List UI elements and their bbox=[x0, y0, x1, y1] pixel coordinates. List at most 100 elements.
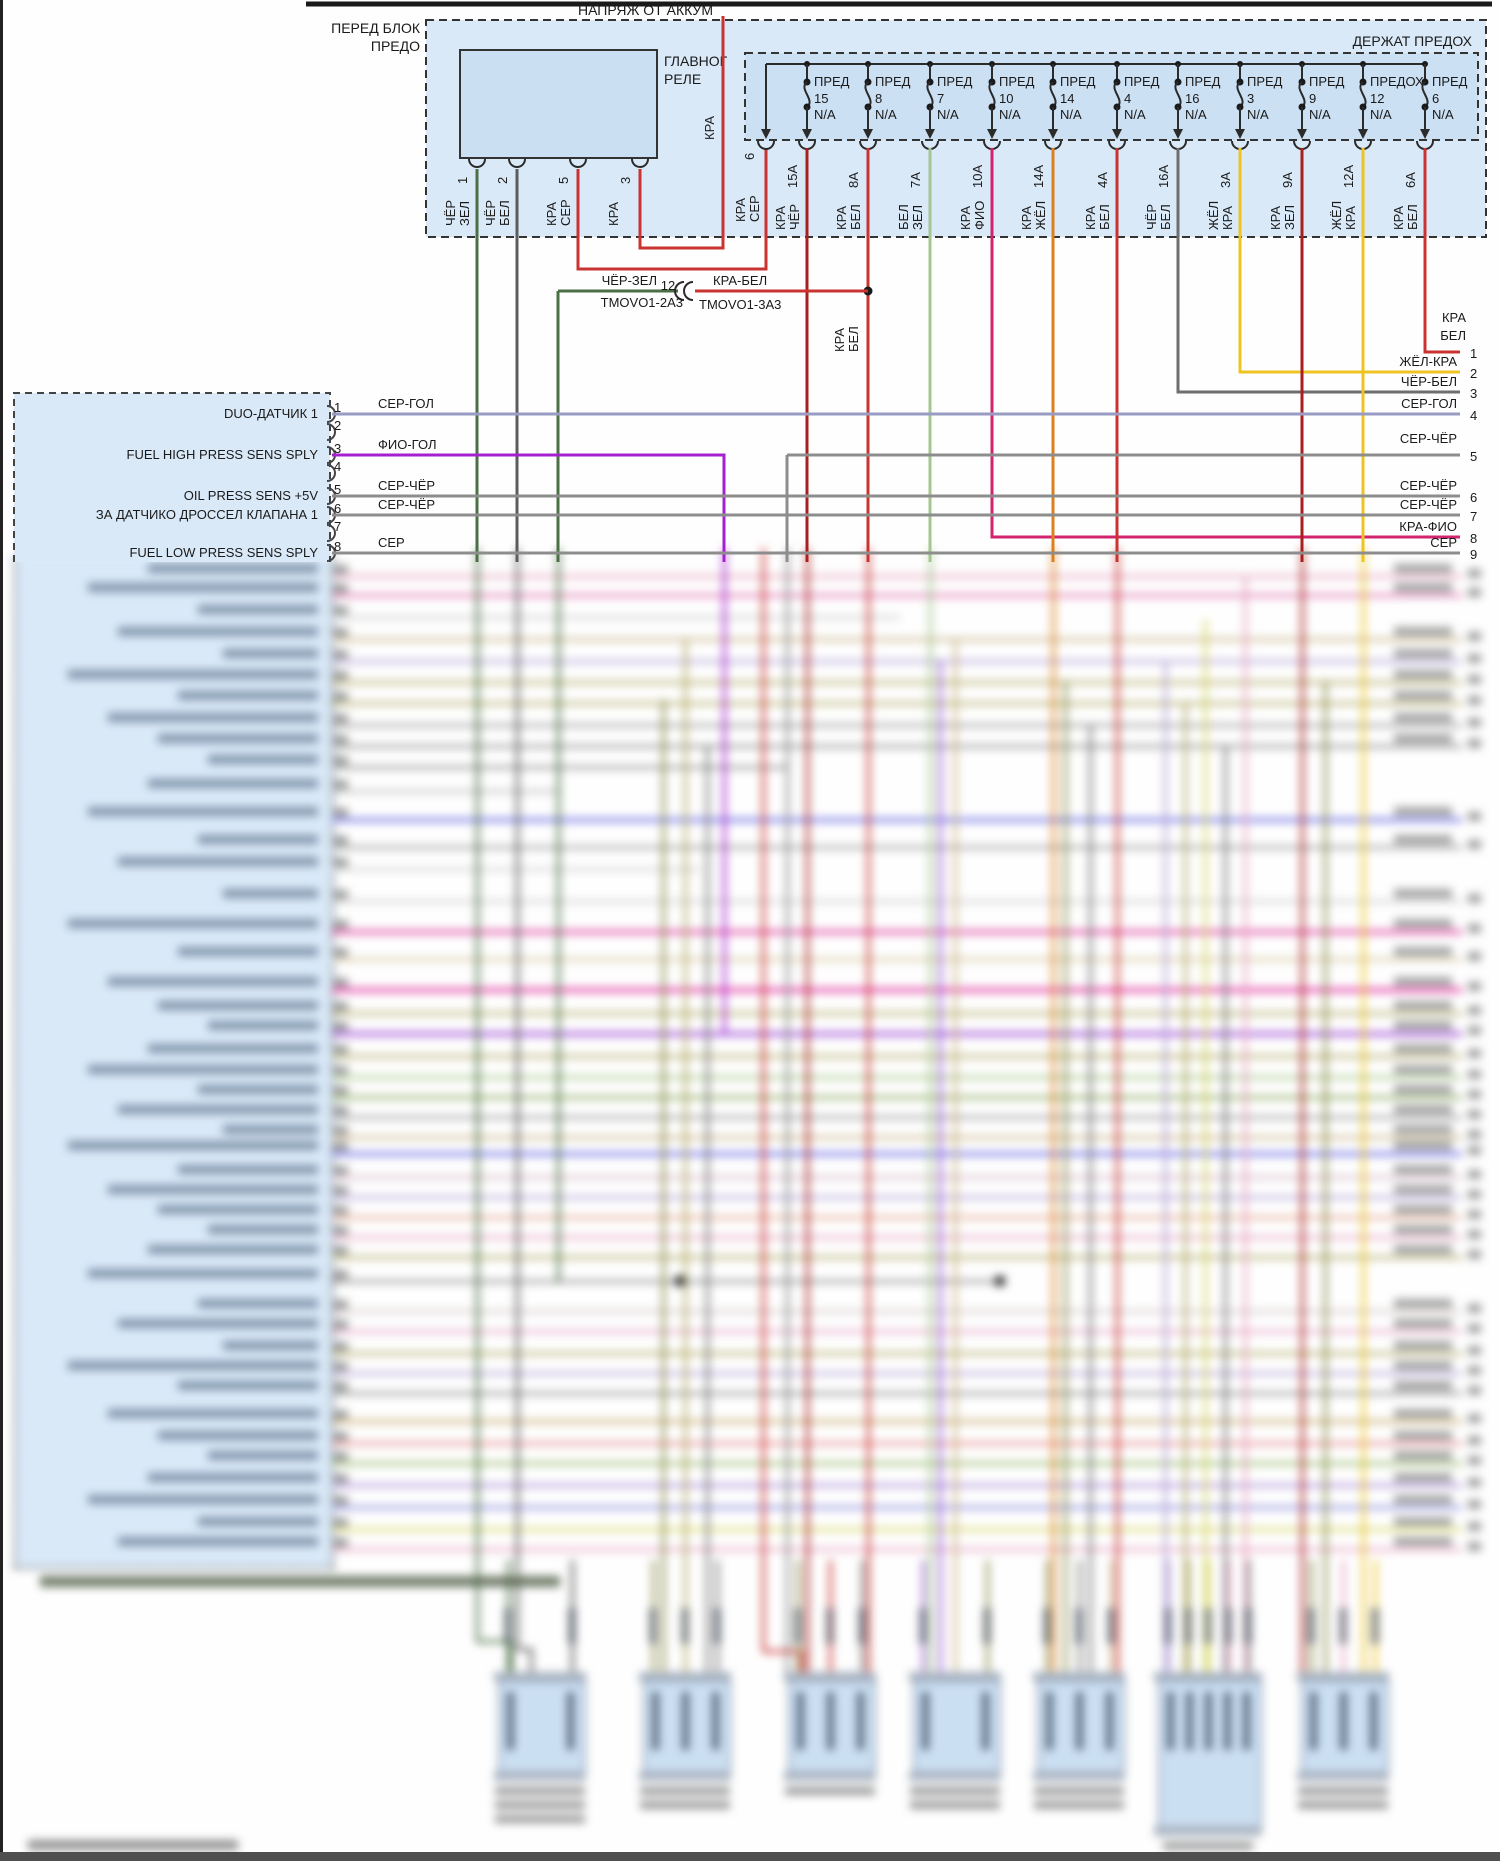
arrow-down-icon bbox=[925, 129, 935, 139]
blurred-wire-color-label bbox=[1394, 1537, 1452, 1546]
left-pin-function-label: ЗА ДАТЧИКО ДРОССЕЛ КЛАПАНА 1 bbox=[96, 507, 318, 522]
blurred-pin-label bbox=[208, 1225, 318, 1234]
blurred-wire-color-label bbox=[1394, 1495, 1452, 1504]
blurred-pin-number bbox=[1468, 924, 1481, 933]
fuse-number: 3 bbox=[1247, 91, 1254, 106]
relay-pin-wire-label-line: КРА bbox=[544, 202, 559, 226]
blurred-pin-label bbox=[148, 564, 318, 573]
blurred-connector-cap bbox=[909, 1771, 1001, 1781]
blurred-wire-row bbox=[332, 988, 1462, 992]
fuse-wire-label-line: КРА bbox=[773, 206, 788, 230]
fuse-wire-label: КРАБЕЛ bbox=[834, 204, 863, 230]
blurred-pin-label bbox=[68, 1141, 318, 1150]
blurred-connector-cap bbox=[639, 1771, 731, 1781]
fuse-output-pin-line: 6A bbox=[1403, 172, 1418, 188]
blurred-pin-number bbox=[1468, 1324, 1481, 1333]
fuse-wire-label-line: КРА bbox=[1391, 206, 1406, 230]
arrow-down-icon bbox=[863, 129, 873, 139]
blurred-wire-row bbox=[332, 1116, 1462, 1119]
fuse-wire-label-line: ЧЁР bbox=[1144, 204, 1159, 230]
blurred-wire-bend bbox=[517, 1648, 532, 1651]
fuse-wire-label-line: ФИО bbox=[972, 201, 987, 230]
blurred-wire-color-label bbox=[1394, 1341, 1452, 1350]
blurred-pin-number bbox=[1468, 588, 1481, 597]
blurred-connector-caption bbox=[1034, 1801, 1124, 1809]
fuse-rating: N/A bbox=[1432, 107, 1454, 122]
left-pin-number: 5 bbox=[334, 482, 341, 497]
fuse-output-pin-line: 7A bbox=[908, 172, 923, 188]
blurred-rotated-label bbox=[1339, 1608, 1347, 1644]
blurred-pin-label bbox=[88, 807, 318, 816]
blurred-wire-color-label bbox=[1394, 1473, 1452, 1482]
fuse-output-pin-line: 10A bbox=[970, 165, 985, 188]
blurred-pin-number bbox=[1468, 1090, 1481, 1099]
fuse-output-pin-line: 16A bbox=[1156, 165, 1171, 188]
blurred-wire-row bbox=[332, 681, 1462, 684]
fuse-wire-label-line: БЕЛ bbox=[1097, 204, 1112, 230]
blurred-connector-cap bbox=[1033, 1672, 1125, 1682]
connector-pin-caret bbox=[326, 423, 336, 441]
blurred-pin-number bbox=[1468, 1230, 1481, 1239]
blurred-pin-label bbox=[148, 1245, 318, 1254]
fuse-wire-label-line: БЕЛ bbox=[1158, 204, 1173, 230]
fuse-name: ПРЕД bbox=[814, 74, 850, 89]
fuse-wire-label: КРАЧЁР bbox=[773, 204, 802, 230]
blurred-wire-color-label bbox=[1394, 1085, 1452, 1094]
blurred-connector-caption bbox=[495, 1801, 585, 1809]
fuse-output-pin: 12A bbox=[1341, 165, 1356, 188]
blurred-pin-label bbox=[223, 1341, 318, 1350]
fuse-rating: N/A bbox=[875, 107, 897, 122]
blurred-rotated-label bbox=[826, 1608, 834, 1644]
splice-connector-icon bbox=[674, 281, 685, 301]
fuse-name: ПРЕД bbox=[1309, 74, 1345, 89]
fuse-output-pin: 3A bbox=[1218, 172, 1233, 188]
fuse-output-pin: 10A bbox=[970, 165, 985, 188]
fuse-wire-label-line: ЗЕЛ bbox=[910, 205, 925, 230]
blurred-connector-slot bbox=[1046, 1692, 1053, 1750]
blurred-wire-color-label bbox=[1394, 1319, 1452, 1328]
fuse-output-pin: 15A bbox=[785, 165, 800, 188]
blurred-pin-number bbox=[1468, 739, 1481, 748]
fuse-output-pin: 4A bbox=[1095, 172, 1110, 188]
blurred-pin-label bbox=[208, 755, 318, 764]
blurred-wire-vertical bbox=[476, 548, 479, 1642]
fuse-feed-pin-number: 6 bbox=[742, 153, 757, 160]
blurred-pin-label bbox=[148, 1473, 318, 1482]
blurred-pin-number bbox=[334, 978, 348, 987]
blurred-pin-label bbox=[208, 1451, 318, 1460]
blurred-pin-number bbox=[1468, 569, 1481, 578]
blurred-pin-number bbox=[1468, 1436, 1481, 1445]
blurred-wire-color-label bbox=[1394, 1299, 1452, 1308]
front-fuse-block-label: ПЕРЕД БЛОК bbox=[331, 20, 421, 36]
blurred-wire-vertical bbox=[806, 548, 809, 1680]
fuse-wire-label-line: ЖЁЛ bbox=[1329, 201, 1344, 230]
blurred-pin-number bbox=[334, 735, 348, 744]
blurred-pin-number bbox=[334, 1045, 348, 1054]
fuse-feed-wire-label-line: КРА bbox=[733, 198, 748, 222]
blurred-connector-slot bbox=[1205, 1692, 1212, 1750]
fuse-wire-label: КРАФИО bbox=[958, 201, 987, 230]
blurred-connector-cap bbox=[1154, 1826, 1262, 1836]
blurred-wire-vertical bbox=[786, 548, 789, 1680]
right-pin-wire-label: СЕР bbox=[1430, 535, 1457, 550]
battery-feed-label: НАПРЯЖ ОТ АККУМ bbox=[578, 2, 713, 18]
blurred-pin-number bbox=[334, 1166, 348, 1175]
blurred-pin-number bbox=[1468, 1190, 1481, 1199]
blurred-wire-vertical bbox=[939, 660, 942, 1680]
left-pin-number: 1 bbox=[334, 400, 341, 415]
fuse-wire-label: ЖЁЛКРА bbox=[1329, 201, 1358, 230]
right-pin-wire-label: ЧЁР-БЕЛ bbox=[1401, 374, 1457, 389]
blurred-pin-number bbox=[334, 858, 348, 867]
blurred-connector-caption bbox=[495, 1815, 585, 1823]
fuse-wire-label-line: БЕЛ bbox=[1405, 204, 1420, 230]
fuse-wire-label: БЕЛЗЕЛ bbox=[896, 204, 925, 230]
left-pin-function-label: FUEL LOW PRESS SENS SPLY bbox=[129, 545, 318, 560]
blurred-connector-caption bbox=[1298, 1787, 1388, 1795]
fuse-wire-label-line: БЕЛ bbox=[896, 204, 911, 230]
main-relay-box bbox=[459, 49, 658, 159]
fuse-name: ПРЕД bbox=[1060, 74, 1096, 89]
blurred-pin-number bbox=[1468, 1026, 1481, 1035]
fuse-number: 15 bbox=[814, 91, 828, 106]
blurred-rotated-label bbox=[1075, 1608, 1083, 1644]
